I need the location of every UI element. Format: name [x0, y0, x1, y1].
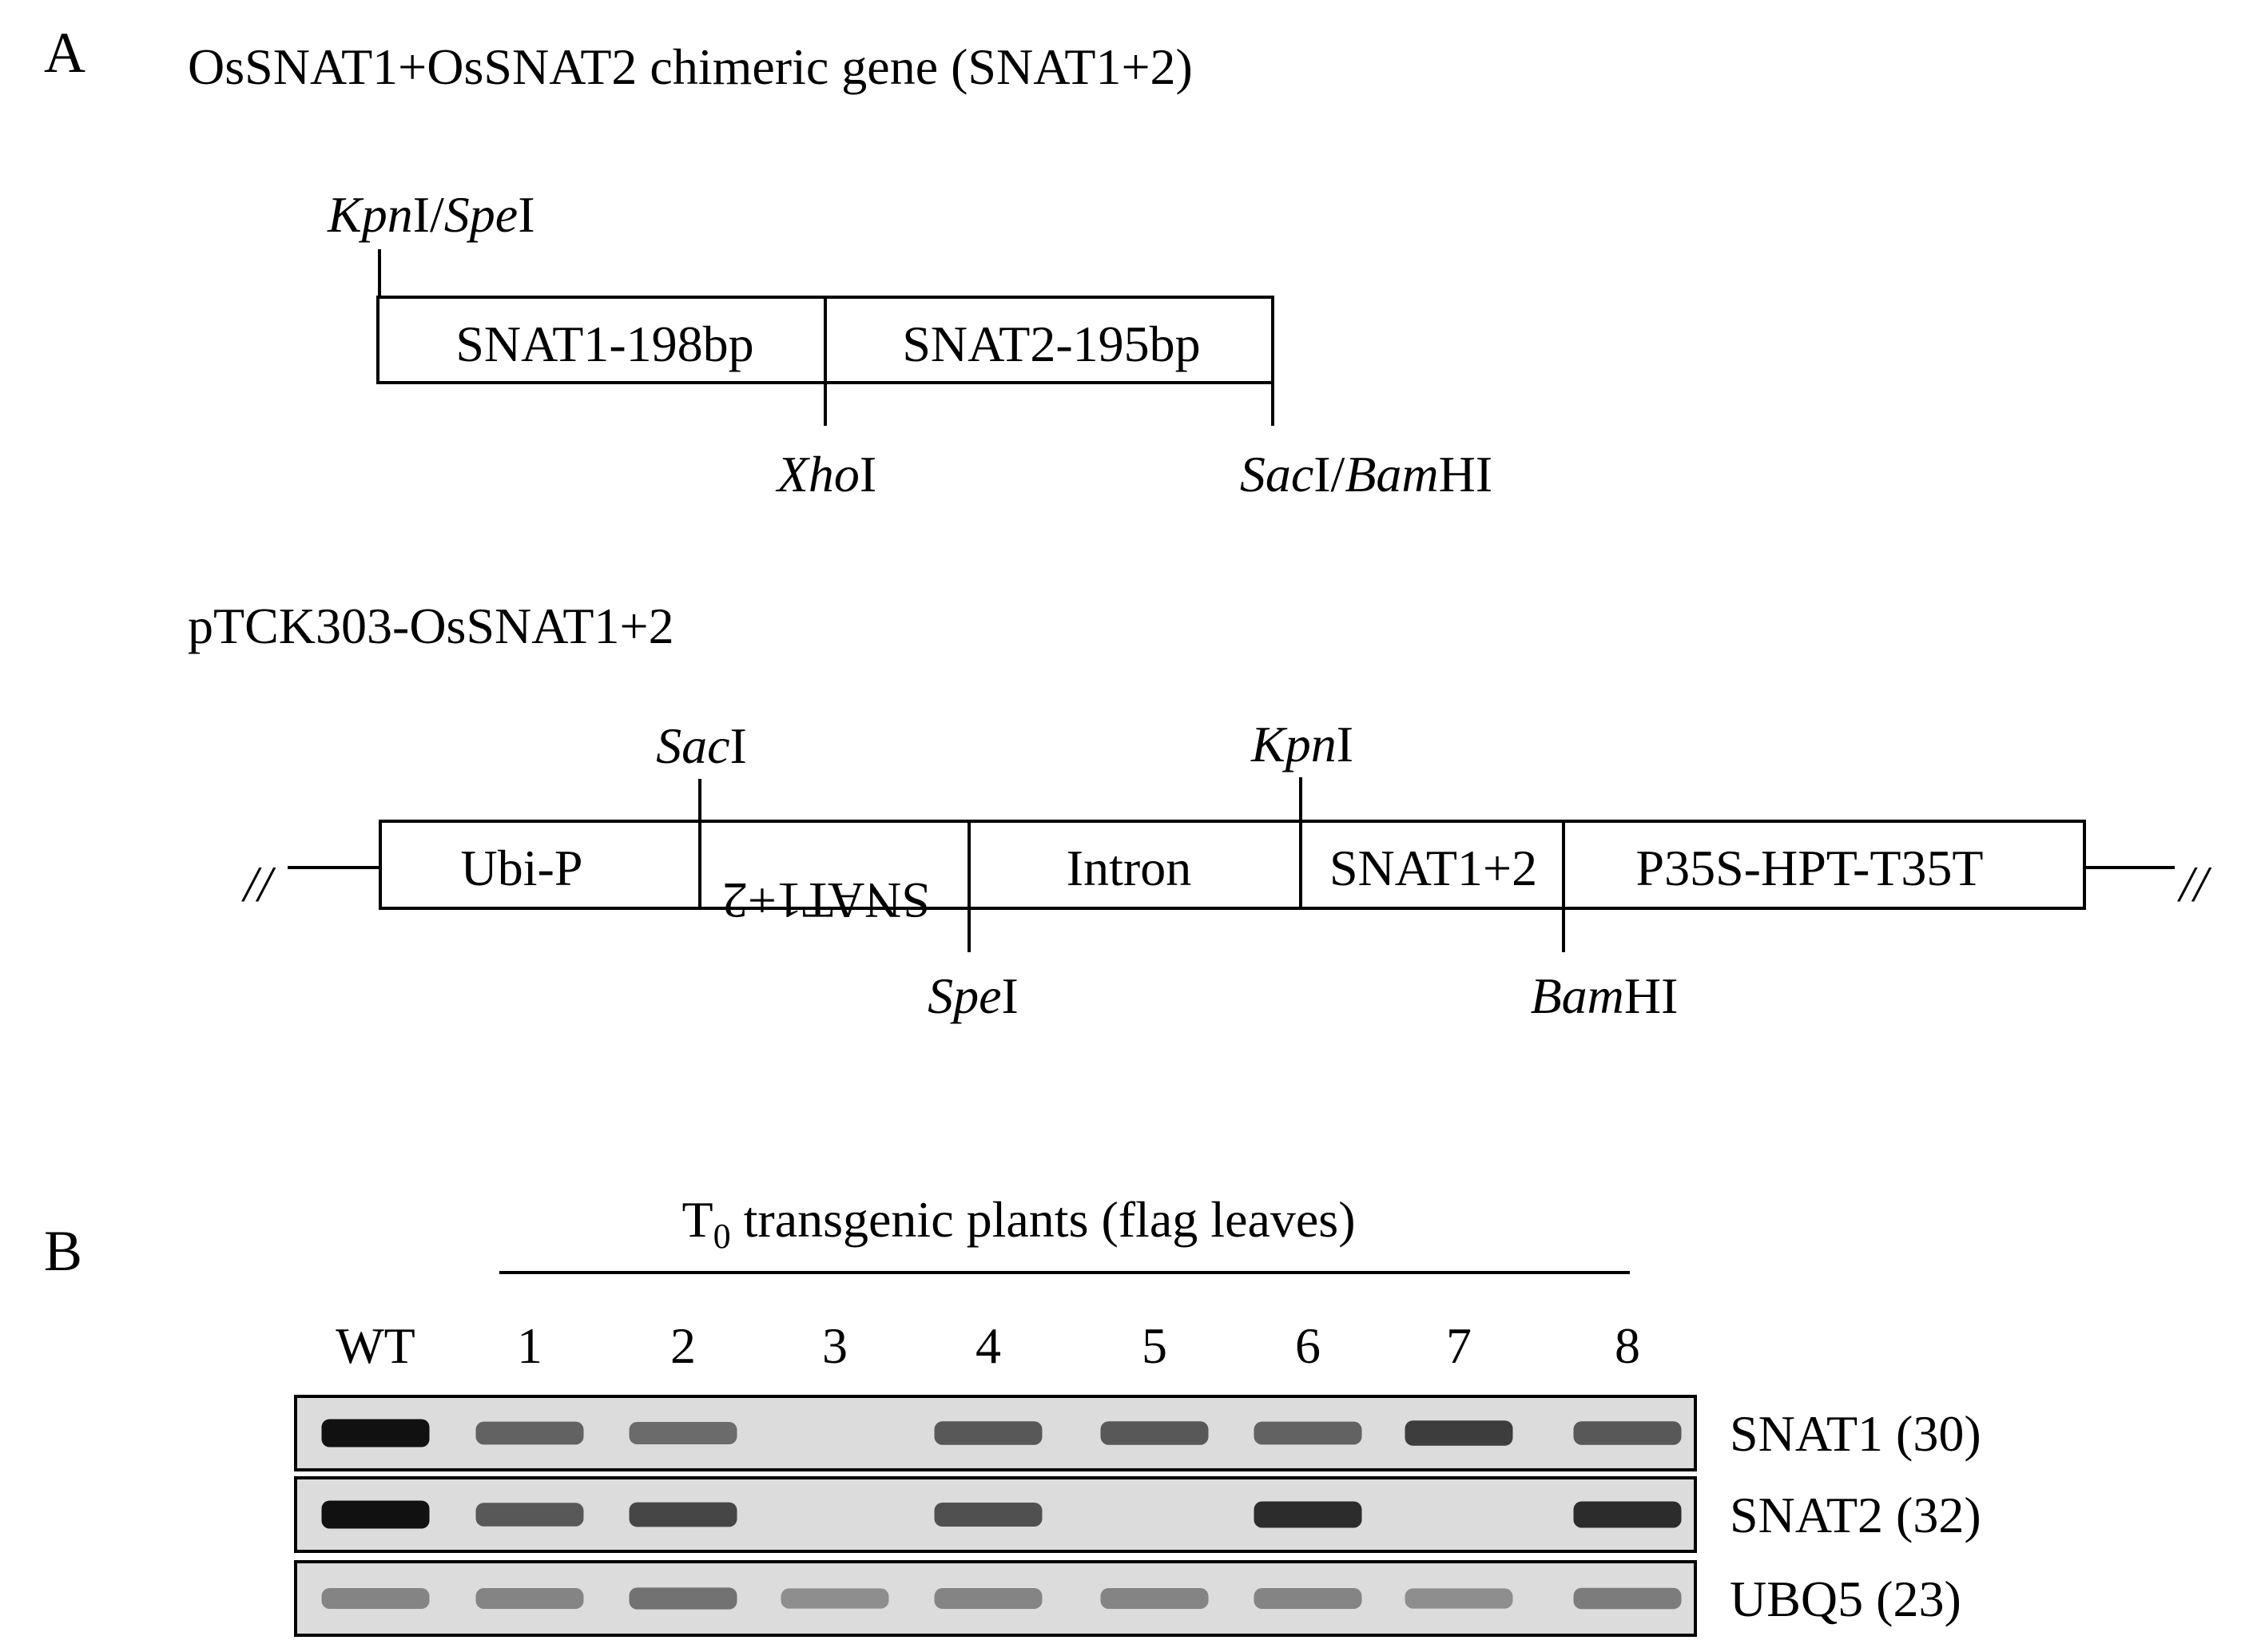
chimeric-insert-map: KpnI/SpeI SNAT1-198bp SNAT2-195bp XhoI S…	[327, 186, 1492, 502]
vector-segment-intron: Intron	[1067, 840, 1191, 896]
band-snat1-lane-7	[1405, 1420, 1513, 1446]
vector-segment-hpt: P35S-HPT-T35T	[1635, 840, 1983, 896]
gel-label-snat1: SNAT1 (30)	[1730, 1405, 1981, 1462]
lane-labels: WT 1 2 3 4 5 6 7 8	[336, 1317, 1640, 1374]
band-ubq5-lane-2	[629, 1587, 737, 1610]
break-symbol-left: //	[241, 856, 276, 912]
band-snat1-lane-6	[1254, 1421, 1362, 1445]
insert-segment-snat2	[824, 296, 1274, 384]
lane-label-8: 8	[1615, 1317, 1640, 1374]
lane-label-wt: WT	[336, 1317, 415, 1374]
panel-a-letter: A	[44, 21, 85, 85]
band-snat2-lane-6	[1254, 1501, 1362, 1528]
band-snat1-lane-8	[1573, 1421, 1682, 1445]
vector-segment-snat-sense: SNAT1+2	[1329, 840, 1537, 896]
band-snat1-lane-4	[934, 1421, 1043, 1445]
band-snat1-lane-5	[1100, 1421, 1209, 1445]
band-snat2-lane-2	[629, 1502, 737, 1527]
band-ubq5-lane-6	[1254, 1588, 1362, 1609]
gel-label-snat2: SNAT2 (32)	[1730, 1487, 1981, 1543]
gel-label-ubq5: UBQ5 (23)	[1730, 1571, 1961, 1627]
band-ubq5-lane-1	[475, 1588, 584, 1609]
vector-site-bam-label: BamHI	[1531, 967, 1679, 1024]
band-ubq5-lane-8	[1573, 1587, 1682, 1610]
vector-title: pTCK303-OsSNAT1+2	[188, 598, 674, 654]
band-snat1-lane-2	[629, 1422, 737, 1444]
site-sac-bam-label: SacI/BamHI	[1240, 446, 1492, 502]
band-snat2-lane-8	[1573, 1501, 1682, 1528]
vector-map: // // Ubi-P SNAT1+2 Intron SNAT1+2 P35S-…	[241, 716, 2212, 1024]
break-symbol-right: //	[2177, 856, 2212, 912]
gel-panels: SNAT1 (30) SNAT2 (32) UBQ5 (23)	[294, 1395, 1981, 1637]
site-kpn-spe-label: KpnI/SpeI	[327, 186, 535, 243]
band-ubq5-lane-3	[781, 1588, 889, 1609]
lane-label-2: 2	[670, 1317, 696, 1374]
lane-label-4: 4	[976, 1317, 1001, 1374]
lane-label-1: 1	[517, 1317, 542, 1374]
band-ubq5-lane-wt	[321, 1588, 430, 1609]
band-ubq5-lane-4	[934, 1588, 1043, 1609]
vector-box	[379, 820, 2086, 910]
vector-site-spe-label: SpeI	[928, 967, 1019, 1024]
lane-label-5: 5	[1142, 1317, 1167, 1374]
lane-label-7: 7	[1446, 1317, 1472, 1374]
band-snat2-lane-wt	[321, 1500, 430, 1529]
band-snat2-lane-1	[475, 1503, 584, 1527]
band-snat1-lane-1	[475, 1421, 584, 1445]
transgenic-header: T0 transgenic plants (flag leaves)	[682, 1191, 1356, 1256]
band-ubq5-lane-7	[1405, 1588, 1513, 1609]
band-snat1-lane-wt	[321, 1419, 430, 1447]
panel-b-letter: B	[44, 1219, 82, 1283]
site-xho-label: XhoI	[775, 446, 876, 502]
band-ubq5-lane-5	[1100, 1588, 1209, 1609]
band-snat2-lane-4	[934, 1502, 1043, 1527]
chimeric-gene-title: OsSNAT1+OsSNAT2 chimeric gene (SNAT1+2)	[188, 38, 1193, 95]
gel-ubq5	[294, 1560, 1697, 1637]
vector-site-sac-label: SacI	[656, 717, 747, 774]
vector-segment-ubi-p: Ubi-P	[461, 840, 583, 896]
insert-segment-snat1-label: SNAT1-198bp	[455, 316, 753, 372]
lane-label-6: 6	[1295, 1317, 1321, 1374]
vector-segment-snat-antisense: SNAT1+2	[722, 872, 930, 929]
insert-segment-snat2-label: SNAT2-195bp	[902, 316, 1200, 372]
lane-label-3: 3	[822, 1317, 848, 1374]
vector-site-kpn-label: KpnI	[1250, 716, 1353, 772]
